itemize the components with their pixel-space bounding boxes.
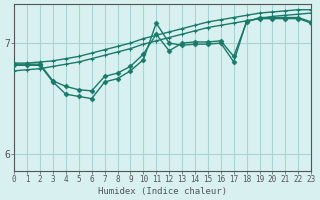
X-axis label: Humidex (Indice chaleur): Humidex (Indice chaleur)	[98, 187, 227, 196]
